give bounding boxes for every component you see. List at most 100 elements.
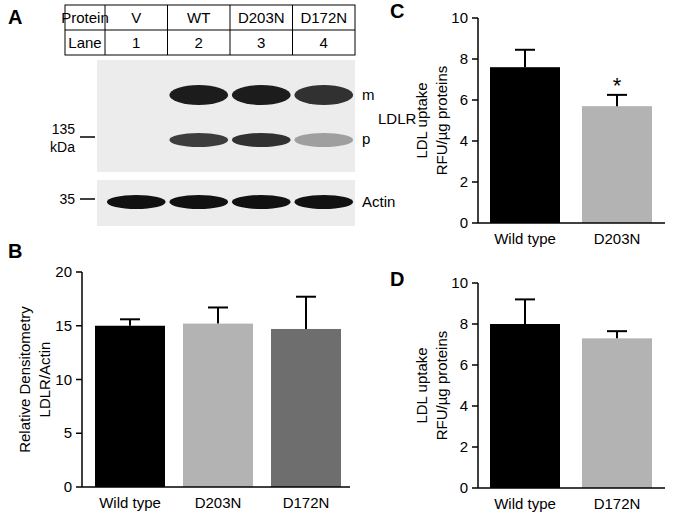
blot-band <box>107 195 166 209</box>
y-tick <box>472 222 478 224</box>
y-axis-label: LDL uptake <box>413 347 430 423</box>
x-tick-label: D203N <box>195 494 242 511</box>
y-tick-label: 2 <box>460 173 468 190</box>
chart: D0246810Wild typeD172NLDL uptakeRFU/µg p… <box>390 268 665 512</box>
error-bar <box>120 319 140 325</box>
table-rule <box>167 5 168 55</box>
blot-membrane <box>97 180 355 226</box>
x-axis <box>478 222 665 224</box>
blot-band <box>294 85 353 105</box>
table-rule <box>230 5 231 55</box>
y-axis-label: RFU/µg proteins <box>433 331 450 441</box>
bar <box>582 338 652 488</box>
panel-label: A <box>8 6 22 28</box>
table-cell: 4 <box>320 34 328 51</box>
plot-area <box>95 297 341 487</box>
error-bar <box>515 50 535 67</box>
bar <box>183 324 253 487</box>
blot-band <box>294 195 353 209</box>
error-stem <box>305 297 307 329</box>
error-cap <box>208 306 228 308</box>
band-label: m <box>362 86 375 103</box>
bar <box>271 329 341 487</box>
blot-band <box>232 85 291 105</box>
y-tick <box>472 58 478 60</box>
error-bar <box>607 331 627 338</box>
table-cell: 2 <box>195 34 203 51</box>
y-tick-label: 8 <box>460 315 468 332</box>
table-rule <box>292 5 293 55</box>
y-tick-label: 0 <box>64 478 72 495</box>
y-axis <box>477 283 479 488</box>
blot-band <box>232 195 291 209</box>
band-label: p <box>362 130 370 147</box>
error-cap <box>515 49 535 51</box>
table-cell: Lane <box>68 34 101 51</box>
bar <box>582 106 652 223</box>
panel-label: D <box>390 268 404 290</box>
blot-band <box>169 133 228 147</box>
y-tick-label: 0 <box>460 214 468 231</box>
table-cell: WT <box>187 9 210 26</box>
x-tick-label: Wild type <box>494 495 556 512</box>
blot-band <box>169 85 228 105</box>
table-cell: 1 <box>132 34 140 51</box>
x-tick-label: D172N <box>594 495 641 512</box>
y-tick <box>472 99 478 101</box>
error-stem <box>524 299 526 324</box>
y-tick <box>76 486 82 488</box>
y-tick <box>472 323 478 325</box>
blot-membrane <box>97 60 355 172</box>
y-tick-label: 4 <box>460 132 468 149</box>
band-label: Actin <box>362 193 395 210</box>
y-tick-label: 8 <box>460 50 468 67</box>
error-cap <box>120 318 140 320</box>
error-bar <box>515 299 535 324</box>
x-tick-label: D203N <box>594 230 641 247</box>
band-group-label: LDLR <box>378 110 417 127</box>
blot-band <box>169 195 228 209</box>
y-axis <box>477 18 479 223</box>
marker-tick <box>80 198 95 200</box>
marker-label: 135 <box>52 121 76 137</box>
y-tick-label: 6 <box>460 356 468 373</box>
error-stem <box>217 307 219 323</box>
plot-area <box>490 299 652 488</box>
y-tick <box>472 140 478 142</box>
y-tick <box>76 433 82 435</box>
x-axis <box>478 487 665 489</box>
y-tick-label: 2 <box>460 438 468 455</box>
blot-band <box>107 133 166 147</box>
significance-mark: * <box>613 73 622 98</box>
table-rule <box>65 30 355 31</box>
y-tick-label: 10 <box>451 9 468 26</box>
y-tick <box>472 17 478 19</box>
y-tick-label: 4 <box>460 397 468 414</box>
y-tick <box>472 487 478 489</box>
y-tick-label: 10 <box>55 371 72 388</box>
table-cell: D203N <box>238 9 285 26</box>
bar <box>490 324 560 488</box>
y-axis-label: Relative Densitometry <box>16 306 33 453</box>
error-stem <box>524 50 526 67</box>
bar <box>95 326 165 487</box>
x-axis <box>82 486 350 488</box>
y-tick-label: 6 <box>460 91 468 108</box>
y-tick-label: 5 <box>64 424 72 441</box>
x-tick-label: D172N <box>283 494 330 511</box>
y-tick-label: 15 <box>55 317 72 334</box>
blot-band <box>107 85 166 105</box>
error-cap <box>607 330 627 332</box>
bar <box>490 67 560 223</box>
plot-area <box>490 50 652 223</box>
chart: C0246810Wild typeD203NLDL uptakeRFU/µg p… <box>390 0 665 247</box>
figure: AProteinVWTD203ND172NLane1234mpLDLRActin… <box>0 0 697 521</box>
marker-unit: kDa <box>50 139 75 155</box>
error-cap <box>296 296 316 298</box>
y-tick-label: 20 <box>55 263 72 280</box>
y-tick-label: 10 <box>451 274 468 291</box>
table-cell: V <box>131 9 141 26</box>
y-axis-label: LDL uptake <box>413 82 430 158</box>
panel-label: C <box>390 0 404 22</box>
marker-tick <box>80 136 95 138</box>
